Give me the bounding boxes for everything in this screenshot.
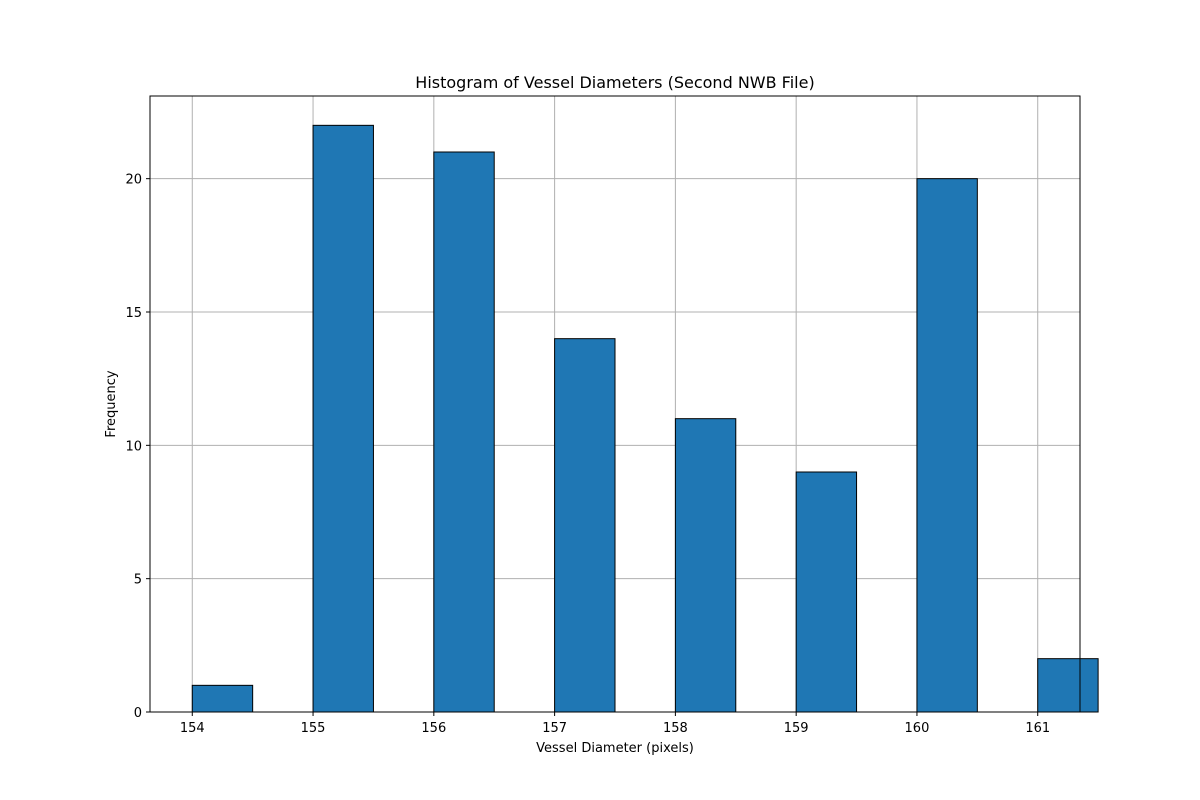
x-tick-label: 156 [421,721,446,736]
x-tick-label: 158 [663,721,688,736]
histogram-bar [1037,658,1099,713]
y-axis-label: Frequency [104,370,119,437]
x-axis-label: Vessel Diameter (pixels) [536,741,694,756]
x-ticks: 154 155 156 157 158 159 160 161 [180,712,1050,736]
histogram-bar [795,471,858,713]
y-tick-label: 5 [134,573,142,588]
bars-layer [191,124,1099,713]
histogram-bar [433,151,495,713]
x-tick-label: 161 [1025,721,1050,736]
histogram-bar [916,178,978,713]
histogram-bar [674,418,737,713]
y-tick-label: 0 [134,706,142,721]
histogram-bar [191,684,254,713]
y-ticks: 0 5 10 15 20 [125,173,150,721]
histogram-bar [312,124,374,713]
y-tick-label: 15 [125,306,142,321]
x-tick-label: 157 [542,721,567,736]
x-tick-label: 160 [905,721,930,736]
x-tick-label: 155 [301,721,326,736]
chart-title: Histogram of Vessel Diameters (Second NW… [415,73,814,92]
axes-frame [149,95,1081,713]
y-tick-label: 10 [125,439,142,454]
y-tick-label: 20 [125,173,142,188]
x-tick-label: 159 [784,721,809,736]
x-tick-label: 154 [180,721,205,736]
histogram-bar [554,338,616,713]
